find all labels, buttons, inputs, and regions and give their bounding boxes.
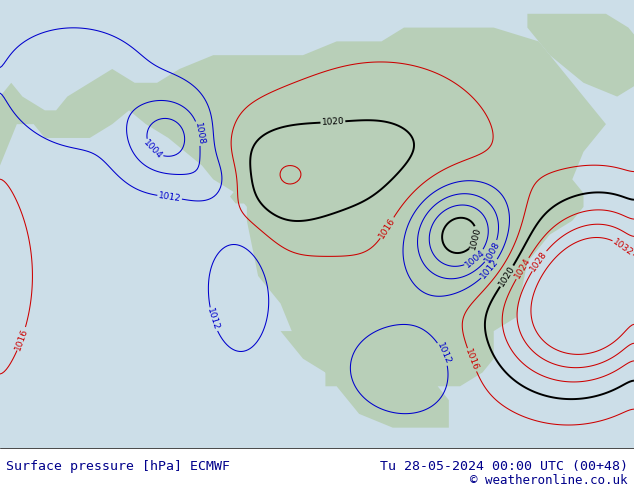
Text: 1020: 1020 xyxy=(321,117,345,127)
Text: 1008: 1008 xyxy=(193,122,205,146)
Polygon shape xyxy=(527,14,634,97)
Text: 1008: 1008 xyxy=(482,239,501,264)
Text: 1028: 1028 xyxy=(529,249,549,273)
Text: 1004: 1004 xyxy=(141,138,164,161)
Text: 1020: 1020 xyxy=(497,264,517,288)
Text: 1016: 1016 xyxy=(463,347,480,372)
Text: 1012: 1012 xyxy=(435,342,452,366)
Text: 1000: 1000 xyxy=(469,226,483,251)
Text: 1012: 1012 xyxy=(205,307,221,332)
Polygon shape xyxy=(280,331,337,386)
Polygon shape xyxy=(230,190,247,203)
Text: 1032: 1032 xyxy=(611,237,634,258)
Text: 1024: 1024 xyxy=(513,256,532,280)
Text: 1012: 1012 xyxy=(479,258,501,281)
Text: Tu 28-05-2024 00:00 UTC (00+48): Tu 28-05-2024 00:00 UTC (00+48) xyxy=(380,460,628,473)
Text: © weatheronline.co.uk: © weatheronline.co.uk xyxy=(470,474,628,487)
Text: 1016: 1016 xyxy=(377,216,397,240)
Text: 1004: 1004 xyxy=(463,248,487,270)
Text: 1012: 1012 xyxy=(158,191,181,203)
Text: Surface pressure [hPa] ECMWF: Surface pressure [hPa] ECMWF xyxy=(6,460,230,473)
Polygon shape xyxy=(0,27,606,428)
Text: 1016: 1016 xyxy=(13,326,30,351)
